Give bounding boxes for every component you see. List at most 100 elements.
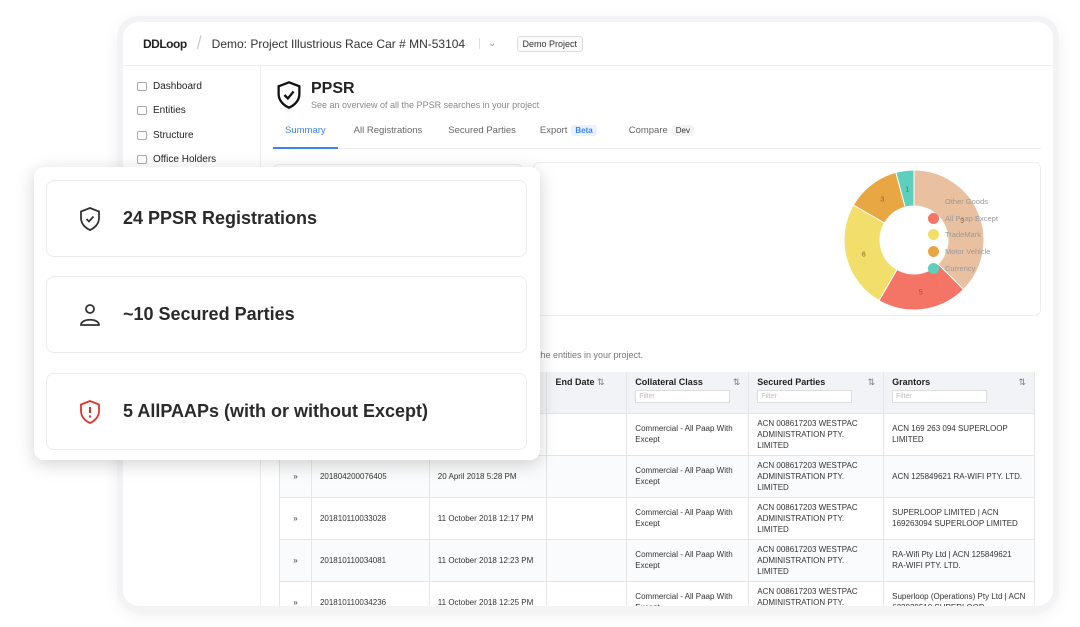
sidebar-item-label: Structure: [153, 129, 194, 141]
column-title: Grantors: [892, 377, 931, 387]
legend-item[interactable]: All Paap Except: [928, 210, 998, 227]
sort-icon[interactable]: ⇅: [732, 377, 741, 387]
table-description: the entities in your project.: [538, 350, 644, 360]
structure-icon: [137, 130, 147, 140]
sidebar-item-dashboard[interactable]: Dashboard: [123, 74, 260, 99]
column-title: Collateral Class: [635, 377, 703, 387]
table-cell: Commercial - All Paap With Except: [626, 412, 750, 456]
table-cell: ACN 008617203 WESTPAC ADMINISTRATION PTY…: [748, 496, 885, 540]
slice-label: 9: [960, 218, 964, 225]
slice-label: 5: [919, 290, 923, 297]
table-cell: ACN 008617203 WESTPAC ADMINISTRATION PTY…: [748, 412, 885, 456]
demo-project-badge: Demo Project: [516, 35, 584, 52]
legend-item[interactable]: Currency: [928, 260, 998, 277]
chart-legend: Other Goods All Paap Except TradeMark Motor…: [928, 193, 998, 276]
table-cell: 201810110034081: [310, 538, 430, 582]
main-content: PPSR See an overview of all the PPSR sea…: [261, 66, 1053, 606]
expand-row-icon[interactable]: »: [279, 454, 312, 498]
sidebar-item-label: Office Holders: [153, 154, 217, 166]
header: DDLoop / Demo: Project Illustrious Race …: [123, 22, 1053, 66]
legend-label: Motor Vehicle: [945, 246, 991, 256]
table-cell: 11 October 2018 12:25 PM: [428, 580, 548, 606]
table-cell: RA-Wifi Pty Ltd | ACN 125849621 RA-WIFI …: [883, 538, 1035, 582]
dashboard-icon: [137, 81, 147, 91]
legend-swatch: [928, 245, 939, 257]
tab-bar: Summary All Registrations Secured Partie…: [273, 122, 1041, 149]
table-cell: 201804200076405: [310, 454, 430, 498]
expand-row-icon[interactable]: »: [279, 538, 312, 582]
column-header[interactable]: Secured Parties ⇅ Filter: [748, 372, 885, 413]
slice-label: 1: [905, 186, 909, 193]
table-cell: 201810110034236: [310, 580, 430, 606]
beta-badge: Beta: [571, 125, 597, 136]
sidebar-item-office-holders[interactable]: Office Holders: [123, 148, 260, 173]
entities-icon: [137, 106, 147, 116]
table-row[interactable]: » 201810110034081 11 October 2018 12:23 PM…: [279, 538, 1035, 582]
table-cell: SUPERLOOP LIMITED | ACN 169263094 SUPERL…: [883, 496, 1035, 540]
table-cell: Superloop (Operations) Pty Ltd | ACN 622…: [883, 580, 1035, 606]
legend-swatch: [928, 229, 939, 241]
table-cell: 20 April 2018 5:28 PM: [428, 454, 548, 498]
sort-icon[interactable]: ⇅: [594, 377, 605, 387]
column-header[interactable]: Grantors ⇅ Filter: [883, 372, 1035, 413]
legend-label: Currency: [945, 263, 976, 273]
sidebar-item-structure[interactable]: Structure: [123, 123, 260, 148]
column-header[interactable]: End Date ⇅: [546, 372, 628, 413]
tab-compare[interactable]: Compare Dev: [617, 122, 706, 149]
filter-input[interactable]: Filter: [757, 390, 853, 403]
shield-check-icon: [277, 81, 301, 109]
legend-swatch: [928, 195, 939, 207]
slice-label: 3: [880, 197, 884, 204]
table-cell: ACN 008617203 WESTPAC ADMINISTRATION PTY…: [748, 454, 885, 498]
table-cell: ACN 008617203 WESTPAC ADMINISTRATION PTY…: [748, 538, 885, 582]
slice-trademark[interactable]: [843, 204, 898, 302]
registrations-table: End Date ⇅ Collateral Class ⇅ Filter Secure…: [279, 372, 1035, 606]
table-cell: ACN 169 263 094 SUPERLOOP LIMITED: [883, 412, 1035, 456]
office-holders-icon: [137, 155, 147, 165]
table-cell: [546, 538, 628, 582]
filter-input[interactable]: Filter: [892, 390, 988, 403]
project-name[interactable]: Demo: Project Illustrious Race Car # MN-…: [211, 36, 466, 51]
legend-swatch: [928, 262, 939, 274]
summary-label: 24 PPSR Registrations: [123, 208, 318, 228]
legend-item[interactable]: TradeMark: [928, 226, 998, 243]
logo[interactable]: DDLoop: [143, 36, 187, 51]
tab-label: Compare: [628, 125, 668, 136]
sidebar-item-entities[interactable]: Entities: [123, 99, 260, 124]
tab-all-registrations[interactable]: All Registrations: [353, 125, 423, 136]
shield-check-icon: [80, 206, 100, 231]
table-row[interactable]: » 201804200076405 20 April 2018 5:28 PM Com…: [279, 454, 1035, 498]
summary-label: 5 AllPAAPs (with or without Except): [123, 401, 429, 421]
table-cell: 201810110033028: [310, 496, 430, 540]
table-cell: 11 October 2018 12:17 PM: [428, 496, 548, 540]
sidebar-item-label: Entities: [153, 105, 186, 117]
user-icon: [80, 303, 100, 326]
column-title: Secured Parties: [757, 377, 826, 387]
expand-row-icon[interactable]: »: [279, 580, 312, 606]
chart-card: 9 5 6 3 1 Other Goods All Paap Except TradeMar…: [533, 162, 1041, 316]
sort-icon[interactable]: ⇅: [867, 377, 876, 387]
table-cell: Commercial - All Paap With Except: [626, 538, 750, 582]
table-cell: Commercial - All Paap With Except: [626, 580, 750, 606]
legend-label: Other Goods: [945, 196, 988, 206]
sort-icon[interactable]: ⇅: [1018, 377, 1026, 387]
filter-input[interactable]: Filter: [635, 390, 731, 403]
expand-row-icon[interactable]: »: [279, 496, 312, 540]
tab-summary[interactable]: Summary: [273, 122, 338, 149]
table-cell: [546, 454, 628, 498]
chevron-down-icon[interactable]: ⌄: [479, 38, 497, 49]
legend-label: All Paap Except: [945, 213, 998, 223]
app-window: DDLoop / Demo: Project Illustrious Race …: [123, 22, 1053, 606]
legend-item[interactable]: Other Goods: [928, 193, 998, 210]
summary-item-allpaaps: 5 AllPAAPs (with or without Except): [46, 373, 527, 450]
slice-currency[interactable]: [895, 169, 915, 208]
table-row[interactable]: » 201810110034236 11 October 2018 12:25 PM…: [279, 580, 1035, 606]
legend-item[interactable]: Motor Vehicle: [928, 243, 998, 260]
table-row[interactable]: » 201810110033028 11 October 2018 12:17 PM…: [279, 496, 1035, 540]
column-header[interactable]: Collateral Class ⇅ Filter: [626, 372, 750, 413]
summary-item-registrations: 24 PPSR Registrations: [46, 180, 527, 257]
tab-secured-parties[interactable]: Secured Parties: [448, 125, 516, 136]
table-cell: ACN 008617203 WESTPAC ADMINISTRATION PTY…: [748, 580, 885, 606]
tab-export[interactable]: Export Beta: [528, 122, 609, 149]
legend-swatch: [928, 212, 939, 224]
